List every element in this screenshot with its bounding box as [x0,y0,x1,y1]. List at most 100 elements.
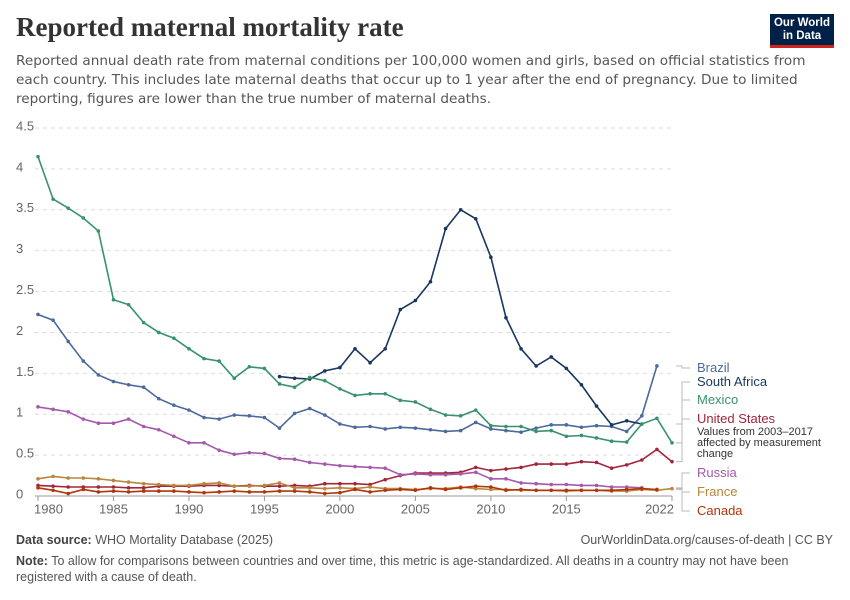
data-point [398,425,403,430]
data-point [594,436,599,440]
data-point [217,417,221,421]
data-point [579,433,584,438]
logo[interactable]: Our World in Data [770,14,834,48]
data-point [655,487,659,492]
data-point [51,484,55,488]
data-point [368,360,372,365]
data-point [609,423,614,427]
x-tick-label: 2005 [401,501,430,516]
legend-label: France [697,484,738,499]
data-point [489,468,493,473]
data-point [36,477,40,481]
data-point [624,418,629,423]
data-point [232,489,237,493]
data-point [640,414,644,418]
data-point [96,229,101,233]
data-point [473,216,478,221]
data-point [519,424,523,429]
data-point [579,382,584,387]
data-point [66,476,70,480]
data-point [96,490,101,494]
data-point [458,486,463,490]
data-point [81,476,86,480]
data-point [473,484,478,488]
data-point [564,434,569,439]
data-point [504,488,508,493]
legend-label: Canada [697,503,743,518]
data-point [353,481,357,486]
data-point [338,365,342,370]
series-line [279,208,642,426]
data-point [262,415,267,420]
data-point [443,487,448,492]
data-point [504,428,508,433]
data-point [156,482,161,487]
data-point [398,487,403,492]
y-tick-label: 4 [16,159,23,174]
data-point [504,315,508,320]
data-point [187,347,191,351]
x-tick-label: 2015 [552,501,581,516]
data-point [217,481,221,485]
legend-label: United States [697,411,776,426]
data-point [519,465,523,470]
data-point [534,364,538,368]
data-point [564,366,569,371]
source-url[interactable]: OurWorldinData.org/causes-of-death | CC … [580,533,833,547]
data-point [51,318,55,322]
y-tick-label: 0.5 [16,446,34,461]
data-point [232,376,237,381]
data-point [323,378,327,383]
data-point [247,450,252,455]
data-point [594,460,599,465]
data-point [609,439,614,444]
data-point [579,483,584,488]
data-point [292,489,297,493]
data-point [338,486,342,490]
data-point [609,488,614,493]
data-point [353,487,357,492]
data-point [413,488,418,493]
data-point [262,483,267,488]
data-point [323,462,327,466]
data-point [187,483,191,488]
legend-label: South Africa [697,374,768,389]
label-connector [676,472,690,489]
x-tick-label: 1995 [250,501,279,516]
data-point [292,385,297,390]
data-point [292,457,297,462]
data-point [353,464,357,469]
data-point [126,382,131,387]
label-connector [676,399,690,444]
data-point [594,423,599,428]
data-point [247,484,252,488]
data-point [126,302,131,307]
data-point [156,396,161,401]
data-point [655,364,659,368]
data-point [141,320,146,325]
data-point [473,470,478,475]
series-note: Values from 2003–2017 affected by measur… [697,426,821,460]
data-point [640,486,644,491]
data-point [277,489,282,493]
source-label: Data source: [16,533,92,547]
data-point [247,414,252,418]
data-point [338,481,342,486]
y-tick-label: 2.5 [16,282,34,297]
data-point [368,490,372,494]
data-point [172,483,176,488]
data-point [519,487,523,492]
data-point [549,428,554,433]
data-point [549,462,554,466]
data-point [609,485,614,489]
data-point [443,226,448,231]
data-point [368,485,372,489]
data-point [307,460,312,465]
series-line [37,485,657,495]
data-point [624,429,629,434]
x-tick-label: 2010 [476,501,505,516]
label-connector [676,488,690,512]
data-point [141,486,146,490]
data-point [564,462,569,466]
